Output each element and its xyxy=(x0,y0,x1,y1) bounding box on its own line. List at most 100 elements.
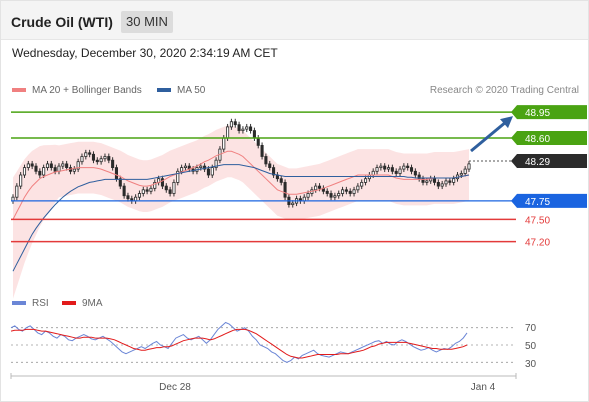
candle-body xyxy=(413,170,417,176)
candle xyxy=(15,183,19,201)
candle xyxy=(145,186,149,195)
candle-body xyxy=(176,170,180,183)
candle xyxy=(409,164,414,175)
level-label-r1: 48.60 xyxy=(525,134,550,145)
candle xyxy=(22,164,27,178)
level-label-s1: 47.50 xyxy=(525,215,550,226)
candle-body xyxy=(237,124,241,132)
candle-body xyxy=(53,167,57,172)
candle-body xyxy=(306,193,310,198)
candle-body xyxy=(122,185,126,197)
candle-body xyxy=(160,178,164,187)
candle-body xyxy=(241,128,245,131)
candle xyxy=(337,190,341,199)
rsi-line xyxy=(10,321,468,363)
x-tick-dec28: Dec 28 xyxy=(159,382,191,393)
candle xyxy=(402,163,406,173)
candle-body xyxy=(379,165,383,168)
level-tag-r1 xyxy=(511,131,587,145)
legend-rsi: RSI xyxy=(12,298,49,309)
candle-body xyxy=(329,193,333,198)
candle xyxy=(467,160,471,173)
candle-body xyxy=(245,126,249,130)
rsi-tick-30: 30 xyxy=(525,359,537,370)
candle xyxy=(421,175,425,186)
candle xyxy=(406,163,410,171)
level-label-s2: 47.20 xyxy=(525,238,550,249)
candle xyxy=(352,186,356,197)
candle-body xyxy=(375,167,379,172)
candle xyxy=(176,168,180,186)
candle xyxy=(394,168,398,177)
level-label-r2: 48.95 xyxy=(525,108,550,119)
candle xyxy=(80,153,84,165)
candle-body xyxy=(38,170,42,176)
candle-body xyxy=(283,181,287,198)
candle-body xyxy=(394,170,398,174)
candle-body xyxy=(214,159,218,168)
candle-body xyxy=(436,181,440,187)
candle xyxy=(463,166,467,177)
candle-body xyxy=(61,163,65,167)
ma50-swatch xyxy=(157,88,171,93)
candle-body xyxy=(137,193,141,198)
candle-body xyxy=(440,183,444,187)
rsi-swatch xyxy=(12,301,26,306)
candle-body xyxy=(99,158,103,163)
candle-body xyxy=(360,181,364,187)
candle xyxy=(99,155,103,165)
candle xyxy=(38,168,42,178)
ma50-line xyxy=(12,164,470,272)
level-label-pivot: 47.75 xyxy=(525,197,550,208)
candle xyxy=(268,160,272,171)
candle xyxy=(436,179,440,190)
candle-body xyxy=(145,189,149,192)
candle xyxy=(375,164,379,175)
candle-body xyxy=(432,178,437,183)
legend-ma20: MA 20 + Bollinger Bands xyxy=(12,85,142,96)
candle xyxy=(448,177,452,186)
candle xyxy=(344,186,348,195)
candle-body xyxy=(463,168,467,174)
candle xyxy=(88,149,92,158)
candle-body xyxy=(26,163,30,168)
level-tag-pivot xyxy=(511,193,587,208)
candle-body xyxy=(34,165,38,172)
candle xyxy=(34,163,38,175)
rsi-tick-70: 70 xyxy=(525,323,537,334)
candle-body xyxy=(260,144,264,157)
candle-body xyxy=(42,167,46,176)
candle-body xyxy=(206,168,210,176)
ma9-swatch xyxy=(62,301,76,306)
candle-body xyxy=(141,189,145,194)
candle-body xyxy=(168,189,172,194)
candle xyxy=(245,123,249,133)
candle-body xyxy=(153,181,157,189)
candle xyxy=(164,183,168,193)
candle-body xyxy=(291,202,295,205)
candle-body xyxy=(45,163,50,168)
legend-ma50: MA 50 xyxy=(157,85,205,96)
candle-body xyxy=(467,163,471,170)
candle-body xyxy=(268,163,272,168)
candle xyxy=(260,142,264,160)
level-label-last: 48.29 xyxy=(525,157,550,168)
candle xyxy=(45,160,50,171)
candle xyxy=(341,186,345,197)
candle xyxy=(241,126,245,134)
candle-body xyxy=(249,126,253,132)
candle-body xyxy=(84,152,88,157)
candle xyxy=(49,160,53,171)
legend-rsi-label: RSI xyxy=(32,298,49,309)
candle-body xyxy=(80,156,84,163)
candle-body xyxy=(398,168,402,174)
candle-body xyxy=(363,178,368,183)
timeframe-badge[interactable]: 30 MIN xyxy=(121,11,173,33)
candle xyxy=(413,168,417,178)
candle xyxy=(325,188,329,197)
ma20-swatch xyxy=(12,88,26,93)
candle xyxy=(348,188,352,197)
candle xyxy=(229,118,233,130)
candle-body xyxy=(107,156,111,161)
candle xyxy=(383,163,387,173)
